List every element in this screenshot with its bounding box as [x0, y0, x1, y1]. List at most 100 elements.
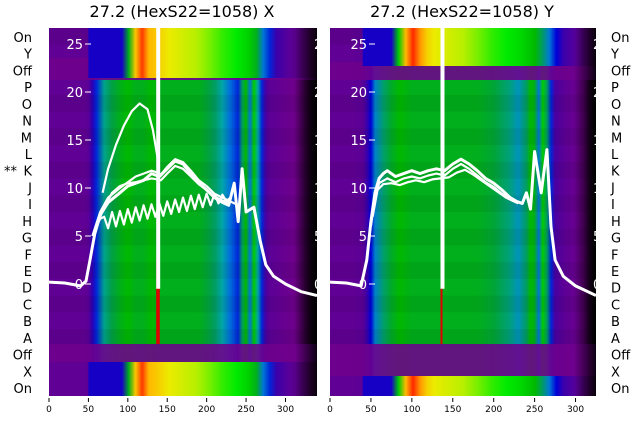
- overlay-y-tick-label-clipped: 5: [314, 230, 322, 245]
- row-label: A: [23, 332, 32, 347]
- series-line: [95, 164, 231, 227]
- row-label: N: [22, 115, 32, 130]
- row-label: L: [611, 148, 619, 163]
- off-row-band: [49, 344, 317, 362]
- row-label: I: [611, 198, 615, 213]
- row-label: K: [23, 165, 32, 180]
- chart-title-x: 27.2 (HexS22=1058) X: [90, 2, 275, 21]
- row-label: Off: [13, 349, 33, 364]
- x-tick-label: 300: [567, 405, 584, 415]
- row-marker: **: [4, 165, 18, 180]
- row-label: C: [611, 298, 620, 313]
- heatmap-field: [49, 28, 317, 396]
- row-label: E: [24, 265, 32, 280]
- row-label: J: [27, 181, 32, 196]
- row-label: J: [610, 181, 615, 196]
- overlay-y-tick-label-clipped: 25: [593, 38, 610, 53]
- overlay-y-tick-label: 20: [66, 86, 83, 101]
- on-row-band-top: [88, 28, 317, 78]
- on-row-band-bottom: [88, 362, 317, 396]
- spike-mark: [157, 258, 160, 344]
- row-label: Off: [611, 349, 631, 364]
- heatmap-row-band: [330, 228, 596, 246]
- heatmap-row-band: [49, 128, 317, 146]
- row-label: N: [611, 115, 621, 130]
- overlay-y-tick-label-clipped: 15: [593, 134, 610, 149]
- overlay-y-tick-label-clipped: 10: [593, 182, 610, 197]
- overlay-y-tick-label: 15: [66, 134, 83, 149]
- panel-x: 27.2 (HexS22=1058) X 0 0 5 5 10 10 15 15 20 20 25 2…: [4, 2, 331, 415]
- x-tick-label: 250: [237, 405, 254, 415]
- edge-fade: [295, 28, 317, 396]
- heatmap-row-band: [49, 295, 317, 313]
- overlay-y-tick-label-clipped: 10: [314, 182, 331, 197]
- heatmap-row-band: [330, 329, 596, 346]
- series-line: [330, 148, 596, 297]
- x-tick-label: 50: [83, 405, 95, 415]
- on-row-band-top: [362, 28, 596, 66]
- row-label: Y: [23, 48, 32, 63]
- x-tick-label: 150: [444, 405, 461, 415]
- row-label: Off: [13, 64, 33, 79]
- x-tick-label: 200: [485, 405, 502, 415]
- row-label: On: [14, 31, 32, 46]
- x-tick-label: 150: [159, 405, 176, 415]
- heatmap-row-band: [330, 295, 596, 313]
- on-row-band-bottom: [362, 376, 596, 396]
- chart-title-y: 27.2 (HexS22=1058) Y: [370, 2, 554, 21]
- row-label: I: [28, 198, 32, 213]
- row-label: O: [22, 98, 32, 113]
- overlay-y-tick-label-clipped: 25: [314, 38, 331, 53]
- row-label: B: [611, 315, 620, 330]
- row-label: P: [24, 81, 32, 96]
- heatmap-row-band: [330, 262, 596, 279]
- row-label: F: [611, 248, 618, 263]
- overlay-y-tick-label: 10: [66, 182, 83, 197]
- off-row-band: [330, 344, 596, 376]
- row-label: O: [611, 98, 621, 113]
- heatmap-row-band: [330, 94, 596, 112]
- row-label: Y: [610, 48, 619, 63]
- overlay-y-tick-label: 25: [66, 38, 83, 53]
- row-label: M: [611, 131, 622, 146]
- heatmap-row-band: [330, 128, 596, 146]
- series-line: [101, 102, 159, 194]
- overlay-y-tick-label: 10: [350, 182, 367, 197]
- overlay-y-tick-label: 5: [359, 230, 367, 245]
- overlay-y-tick-label-clipped: 0: [593, 278, 601, 293]
- series-line: [371, 168, 515, 217]
- spike-mark: [440, 258, 443, 344]
- overlay-y-tick-label-clipped: 20: [593, 86, 610, 101]
- overlay-y-tick-label: 20: [350, 86, 367, 101]
- row-label: F: [25, 248, 32, 263]
- x-tick-label: 250: [526, 405, 543, 415]
- heatmap-row-band: [49, 262, 317, 279]
- series-line: [95, 192, 232, 230]
- heatmap-row-band: [330, 195, 596, 212]
- overlay-y-tick-label: 5: [75, 230, 83, 245]
- row-label: G: [611, 232, 621, 247]
- row-label: M: [21, 131, 32, 146]
- overlay-y-tick-label-clipped: 15: [314, 134, 331, 149]
- overlay-y-tick-label-clipped: 20: [314, 86, 331, 101]
- x-tick-label: 100: [119, 405, 136, 415]
- edge-fade: [574, 28, 596, 396]
- heatmap-row-band: [49, 329, 317, 346]
- heatmap-row-band: [49, 94, 317, 112]
- overlay-y-tick-label-clipped: 0: [314, 278, 322, 293]
- row-label: A: [611, 332, 620, 347]
- plot-area-y: 0 0 5 5 10 10 15 15 20 20 25 25: [330, 28, 610, 396]
- row-label: E: [611, 265, 619, 280]
- row-label: K: [611, 165, 620, 180]
- row-label: H: [22, 215, 32, 230]
- row-label: D: [611, 282, 621, 297]
- row-label: On: [611, 31, 629, 46]
- row-label: B: [23, 315, 32, 330]
- row-label: Off: [611, 64, 631, 79]
- row-label: X: [23, 365, 32, 380]
- row-label: P: [611, 81, 619, 96]
- x-tick-label: 200: [198, 405, 215, 415]
- row-label: X: [611, 365, 620, 380]
